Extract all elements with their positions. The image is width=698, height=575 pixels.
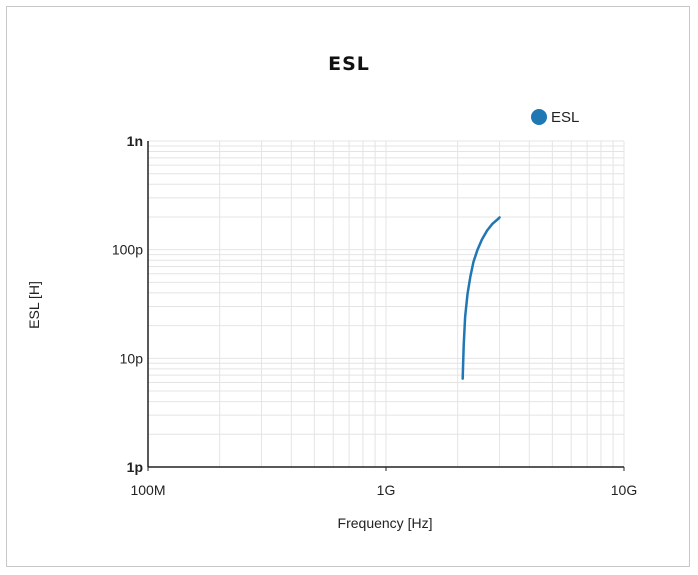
series-layer xyxy=(461,216,501,380)
x-axis-label: Frequency [Hz] xyxy=(338,515,433,531)
y-tick-label: 1n xyxy=(127,133,143,149)
x-tick-label: 10G xyxy=(611,482,637,498)
x-tick-label: 1G xyxy=(377,482,396,498)
y-tick-label: 10p xyxy=(120,350,144,366)
y-tick-label: 100p xyxy=(112,242,143,258)
axes: 100M 1G 10G 1p 10p 100p 1n xyxy=(112,133,637,498)
legend-label: ESL xyxy=(551,109,579,126)
x-tick-label: 100M xyxy=(130,482,165,498)
series-line xyxy=(461,216,501,380)
chart-frame xyxy=(6,6,690,567)
legend-marker-icon xyxy=(531,109,547,125)
legend: ESL xyxy=(531,109,579,126)
grid xyxy=(147,140,625,468)
chart-title: ESL xyxy=(328,53,370,75)
y-axis-label: ESL [H] xyxy=(26,281,42,329)
y-tick-label: 1p xyxy=(127,459,143,475)
